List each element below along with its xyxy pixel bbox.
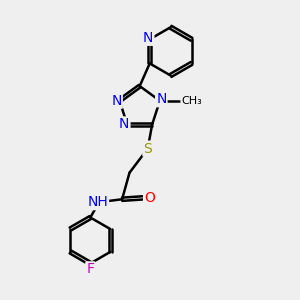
Text: CH₃: CH₃ [181, 96, 202, 106]
Text: N: N [156, 92, 166, 106]
Text: NH: NH [87, 195, 108, 209]
Text: O: O [144, 191, 155, 205]
Text: N: N [143, 31, 153, 45]
Text: S: S [143, 142, 152, 156]
Text: N: N [119, 118, 130, 131]
Text: F: F [86, 262, 94, 276]
Text: N: N [111, 94, 122, 108]
